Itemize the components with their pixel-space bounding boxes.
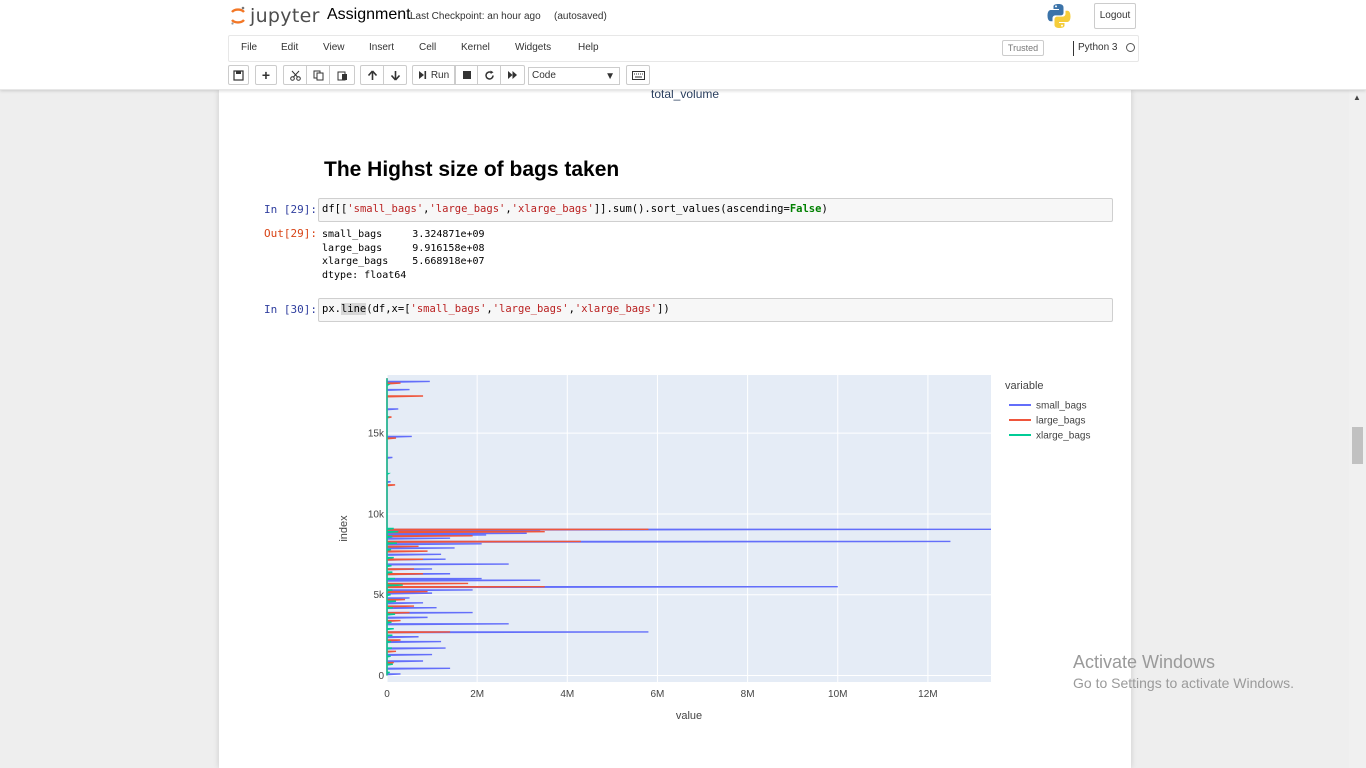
- interrupt-button[interactable]: [455, 65, 478, 85]
- scissors-icon: [289, 70, 301, 81]
- jupyter-icon: [231, 6, 245, 25]
- markdown-heading[interactable]: The Highst size of bags taken: [324, 158, 620, 181]
- menu-cell[interactable]: Cell: [419, 42, 437, 53]
- menu-view[interactable]: View: [323, 42, 345, 53]
- plot-area: [387, 375, 991, 682]
- legend-item-small_bags: small_bags: [1036, 401, 1087, 412]
- plotly-line-chart[interactable]: 0 2M 4M 6M 8M 10M 12M 0 5k 10k 15k value index var…: [319, 360, 1109, 750]
- series-xlarge_bags: [386, 378, 403, 676]
- series-line-xlarge_bags: [386, 378, 403, 676]
- restart-button[interactable]: [477, 65, 501, 85]
- x-tick-label: 6M: [650, 689, 664, 700]
- paste-button[interactable]: [329, 65, 355, 85]
- autosave-status: (autosaved): [554, 11, 607, 22]
- arrow-down-icon: [390, 70, 400, 81]
- cut-button[interactable]: [283, 65, 307, 85]
- x-tick-label: 4M: [560, 689, 574, 700]
- chevron-down-icon: ▼: [605, 71, 615, 82]
- jupyter-logo[interactable]: jupyter: [230, 4, 320, 28]
- x-tick-label: 0: [384, 689, 390, 700]
- stop-icon: [462, 71, 471, 79]
- scrollbar-thumb[interactable]: [1352, 427, 1363, 464]
- legend-title: variable: [1005, 380, 1044, 392]
- cell-29-output: small_bags 3.324871e+09 large_bags 9.916…: [322, 229, 485, 281]
- scroll-up-icon[interactable]: ▲: [1353, 93, 1361, 102]
- previous-output-label: total_volume: [651, 90, 720, 101]
- restart-icon: [484, 70, 494, 80]
- series-lines: [386, 378, 992, 676]
- run-label: Run: [430, 69, 450, 81]
- code-cell-29[interactable]: df[['small_bags','large_bags','xlarge_ba…: [318, 198, 1113, 222]
- cell-type-select[interactable]: Code ▼: [528, 67, 620, 85]
- activate-windows-subtitle: Go to Settings to activate Windows.: [1073, 675, 1294, 691]
- trusted-indicator[interactable]: Trusted: [1002, 40, 1044, 56]
- save-button[interactable]: [228, 65, 249, 85]
- x-axis-title: value: [676, 710, 702, 722]
- kernel-separator: [1073, 41, 1074, 56]
- x-tick-label: 10M: [828, 689, 847, 700]
- y-tick-label: 10k: [368, 509, 385, 520]
- menu-kernel[interactable]: Kernel: [461, 42, 490, 53]
- input-prompt-29: In [29]:: [264, 203, 317, 216]
- y-tick-label: 15k: [368, 429, 385, 440]
- legend-item-large_bags: large_bags: [1036, 416, 1085, 427]
- save-icon: [233, 69, 244, 81]
- menu-help[interactable]: Help: [578, 42, 599, 53]
- y-tick-label: 0: [378, 671, 384, 682]
- copy-button[interactable]: [306, 65, 330, 85]
- y-tick-label: 5k: [373, 590, 385, 601]
- input-prompt-30: In [30]:: [264, 303, 317, 316]
- menu-widgets[interactable]: Widgets: [515, 42, 552, 53]
- keyboard-icon: [631, 70, 645, 80]
- x-tick-label: 8M: [741, 689, 755, 700]
- output-prompt-29: Out[29]:: [264, 227, 317, 240]
- copy-icon: [313, 70, 323, 80]
- x-tick-label: 2M: [470, 689, 484, 700]
- notebook-header: jupyter Assignment Last Checkpoint: an h…: [0, 0, 1366, 90]
- activate-windows-title: Activate Windows: [1073, 652, 1216, 672]
- menubar: File Edit View Insert Cell Kernel Widget…: [228, 35, 1139, 62]
- notebook-name[interactable]: Assignment: [327, 6, 411, 23]
- page-scrollbar[interactable]: ▲: [1349, 90, 1366, 768]
- y-axis-title: index: [338, 515, 350, 542]
- kernel-name[interactable]: Python 3: [1078, 42, 1118, 53]
- paste-icon: [337, 71, 347, 80]
- arrow-up-icon: [367, 69, 377, 80]
- activate-windows-watermark: Activate Windows Go to Settings to activ…: [1073, 652, 1294, 691]
- legend: variable small_bags large_bags xlarge_bags: [1005, 380, 1090, 442]
- menu-edit[interactable]: Edit: [281, 42, 299, 53]
- cell-type-value: Code: [532, 70, 556, 81]
- kernel-idle-icon: [1126, 43, 1135, 52]
- command-palette-button[interactable]: [626, 65, 650, 85]
- notebook-container: total_volume The Highst size of bags tak…: [219, 90, 1131, 768]
- restart-run-all-button[interactable]: [500, 65, 525, 85]
- x-tick-label: 12M: [918, 689, 937, 700]
- code-cell-30[interactable]: px.line(df,x=['small_bags','large_bags',…: [318, 298, 1113, 322]
- move-up-button[interactable]: [360, 65, 384, 85]
- step-forward-icon: [418, 71, 426, 79]
- legend-item-xlarge_bags: xlarge_bags: [1036, 431, 1090, 442]
- python-logo-icon: [1047, 4, 1071, 28]
- checkpoint-status: Last Checkpoint: an hour ago: [410, 11, 541, 22]
- insert-cell-button[interactable]: +: [255, 65, 277, 85]
- plus-icon: +: [261, 67, 271, 83]
- run-button[interactable]: Run: [412, 65, 455, 85]
- menu-insert[interactable]: Insert: [369, 42, 395, 53]
- axis-ticks: 0 2M 4M 6M 8M 10M 12M 0 5k 10k 15k: [368, 429, 938, 700]
- jupyter-logo-text: jupyter: [250, 5, 320, 27]
- move-down-button[interactable]: [383, 65, 407, 85]
- fast-forward-icon: [508, 71, 517, 79]
- logout-button[interactable]: Logout: [1094, 3, 1136, 29]
- menu-file[interactable]: File: [241, 42, 258, 53]
- toolbar: + Run Code ▼: [228, 64, 1139, 86]
